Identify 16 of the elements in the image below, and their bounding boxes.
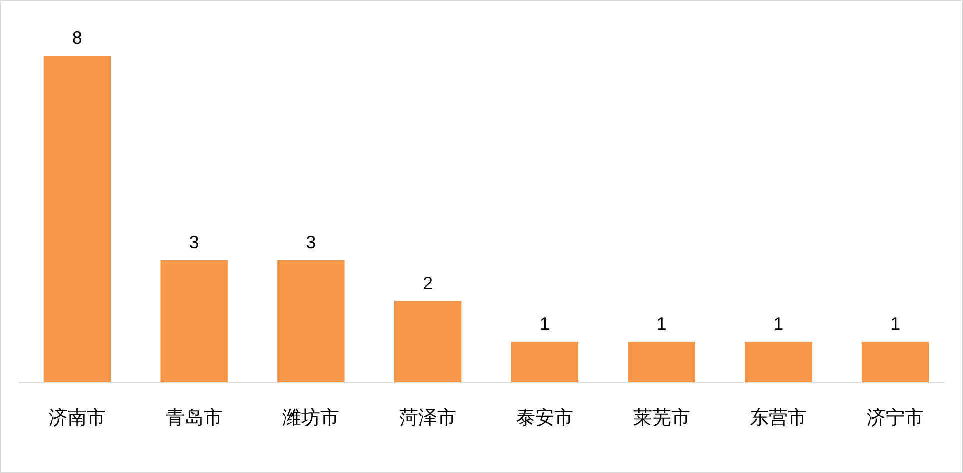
- x-tick-label: 菏泽市: [400, 407, 457, 429]
- data-label: 3: [189, 232, 200, 252]
- data-label: 1: [890, 314, 901, 334]
- x-tick-label: 东营市: [750, 407, 808, 429]
- data-label: 3: [306, 232, 316, 252]
- data-label: 1: [774, 314, 784, 334]
- x-tick-label: 济南市: [48, 407, 106, 429]
- data-label: 1: [656, 314, 667, 334]
- x-tick-label: 泰安市: [516, 407, 574, 429]
- data-label: 8: [72, 28, 82, 48]
- x-tick-label: 莱芜市: [633, 407, 690, 429]
- x-tick-label: 潍坊市: [282, 407, 340, 429]
- x-tick-label: 青岛市: [166, 407, 223, 429]
- x-tick-label: 济宁市: [867, 407, 924, 429]
- data-label: 2: [423, 273, 434, 294]
- data-label: 1: [540, 314, 550, 334]
